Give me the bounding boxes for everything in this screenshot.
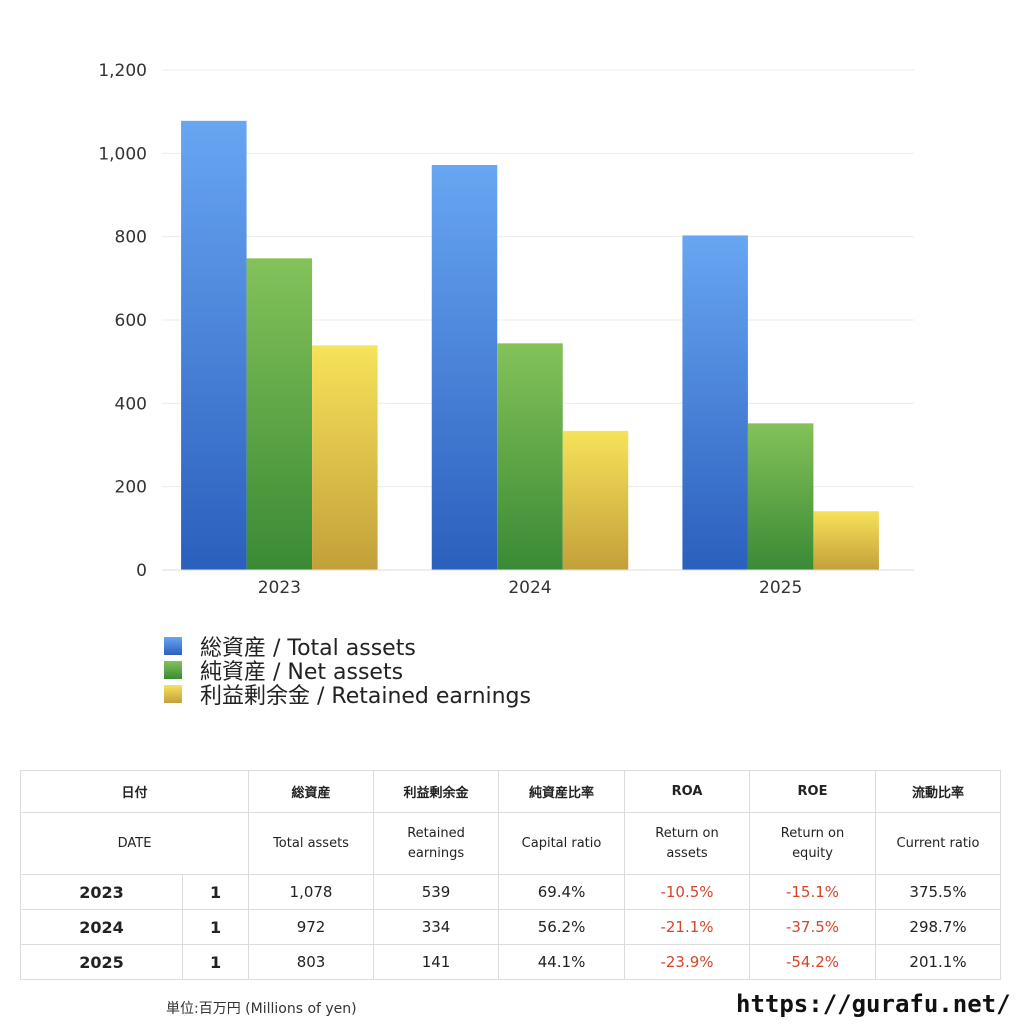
financial-table: 日付 総資産 利益剰余金 純資産比率 ROA ROE 流動比率 DATE Tot… (19, 770, 1002, 980)
header-date-ja: 日付 (19, 770, 250, 813)
legend-label-total-assets: 総資産 / Total assets (200, 636, 416, 661)
y-tick-label: 1,200 (98, 61, 147, 81)
header-current-ratio-en: Current ratio (875, 812, 1002, 875)
header-capital-ratio-ja: 純資産比率 (498, 770, 626, 813)
header-roe-en: Return on equity (749, 812, 877, 875)
table-row: 2023 1 1,078 539 69.4% -10.5% -15.1% 375… (20, 874, 1002, 910)
y-tick-label: 1,000 (98, 144, 147, 164)
x-tick-label: 2024 (508, 578, 551, 598)
header-roe-ja: ROE (749, 770, 877, 813)
row-roa: -21.1% (624, 909, 751, 945)
row-retained: 539 (373, 874, 500, 910)
table-header-en: DATE Total assets Retained earnings Capit… (19, 812, 1002, 875)
row-month: 1 (181, 944, 250, 980)
row-retained: 334 (373, 909, 500, 945)
row-year: 2023 (20, 874, 183, 910)
y-tick-label: 200 (115, 478, 147, 498)
bar (497, 343, 563, 570)
chart-legend: 総資産 / Total assets 純資産 / Net assets 利益剰余… (164, 634, 531, 709)
row-roa: -23.9% (624, 944, 751, 980)
y-tick-label: 600 (115, 311, 147, 331)
x-tick-label: 2025 (759, 578, 802, 598)
bar (431, 165, 498, 570)
legend-swatch-retained-earnings (164, 685, 182, 703)
y-tick-label: 400 (115, 394, 147, 414)
legend-item-total-assets: 総資産 / Total assets (164, 634, 531, 661)
row-current-ratio: 375.5% (875, 874, 1002, 910)
header-total-assets-ja: 総資産 (248, 770, 375, 813)
row-retained: 141 (373, 944, 500, 980)
legend-swatch-total-assets (164, 637, 182, 655)
header-total-assets-en: Total assets (248, 812, 375, 875)
bar (813, 511, 879, 570)
table-header-ja: 日付 総資産 利益剰余金 純資産比率 ROA ROE 流動比率 (19, 770, 1002, 813)
legend-label-net-assets: 純資産 / Net assets (200, 660, 404, 685)
row-current-ratio: 201.1% (875, 944, 1002, 980)
row-month: 1 (181, 909, 250, 945)
legend-item-retained-earnings: 利益剰余金 / Retained earnings (164, 682, 531, 709)
row-roe: -54.2% (749, 944, 877, 980)
row-year: 2024 (20, 909, 183, 945)
header-capital-ratio-en: Capital ratio (498, 812, 626, 875)
bar (181, 120, 247, 570)
header-roa-en: Return on assets (624, 812, 751, 875)
row-capital-ratio: 56.2% (498, 909, 626, 945)
row-year: 2025 (20, 944, 183, 980)
header-date-en: DATE (19, 812, 250, 875)
header-retained-en-line1: Retained (407, 825, 465, 841)
row-total-assets: 803 (248, 944, 375, 980)
header-retained-en-line2: earnings (407, 845, 465, 861)
row-current-ratio: 298.7% (875, 909, 1002, 945)
table-row: 2025 1 803 141 44.1% -23.9% -54.2% 201.1… (20, 944, 1002, 980)
header-current-ratio-ja: 流動比率 (875, 770, 1002, 813)
y-tick-label: 0 (136, 561, 147, 581)
bar (312, 345, 378, 570)
legend-label-retained-earnings: 利益剰余金 / Retained earnings (200, 684, 531, 709)
site-url: https://gurafu.net/ (736, 990, 1011, 1018)
header-roe-en-line1: Return on (780, 825, 845, 841)
row-month: 1 (181, 874, 250, 910)
row-roe: -37.5% (749, 909, 877, 945)
header-retained-en: Retained earnings (373, 812, 500, 875)
bar-chart: 0 200 400 600 800 1,000 1,200 2023 2024 2025 (98, 61, 914, 598)
y-tick-label: 800 (115, 228, 147, 248)
bar (246, 258, 313, 570)
header-roe-en-line2: equity (792, 845, 833, 861)
header-retained-ja: 利益剰余金 (373, 770, 500, 813)
unit-note: 単位:百万円 (Millions of yen) (166, 1001, 357, 1017)
bar (682, 235, 748, 570)
bar (562, 430, 629, 570)
header-roa-en-line2: assets (666, 845, 708, 861)
bar (747, 423, 814, 570)
header-roa-en-line1: Return on (655, 825, 719, 841)
table-row: 2024 1 972 334 56.2% -21.1% -37.5% 298.7… (20, 909, 1002, 945)
row-capital-ratio: 69.4% (498, 874, 626, 910)
row-roe: -15.1% (749, 874, 877, 910)
row-roa: -10.5% (624, 874, 751, 910)
x-tick-label: 2023 (258, 578, 301, 598)
legend-item-net-assets: 純資産 / Net assets (164, 658, 531, 685)
legend-swatch-net-assets (164, 661, 182, 679)
header-roa-ja: ROA (624, 770, 751, 813)
row-total-assets: 1,078 (248, 874, 375, 910)
row-capital-ratio: 44.1% (498, 944, 626, 980)
row-total-assets: 972 (248, 909, 375, 945)
